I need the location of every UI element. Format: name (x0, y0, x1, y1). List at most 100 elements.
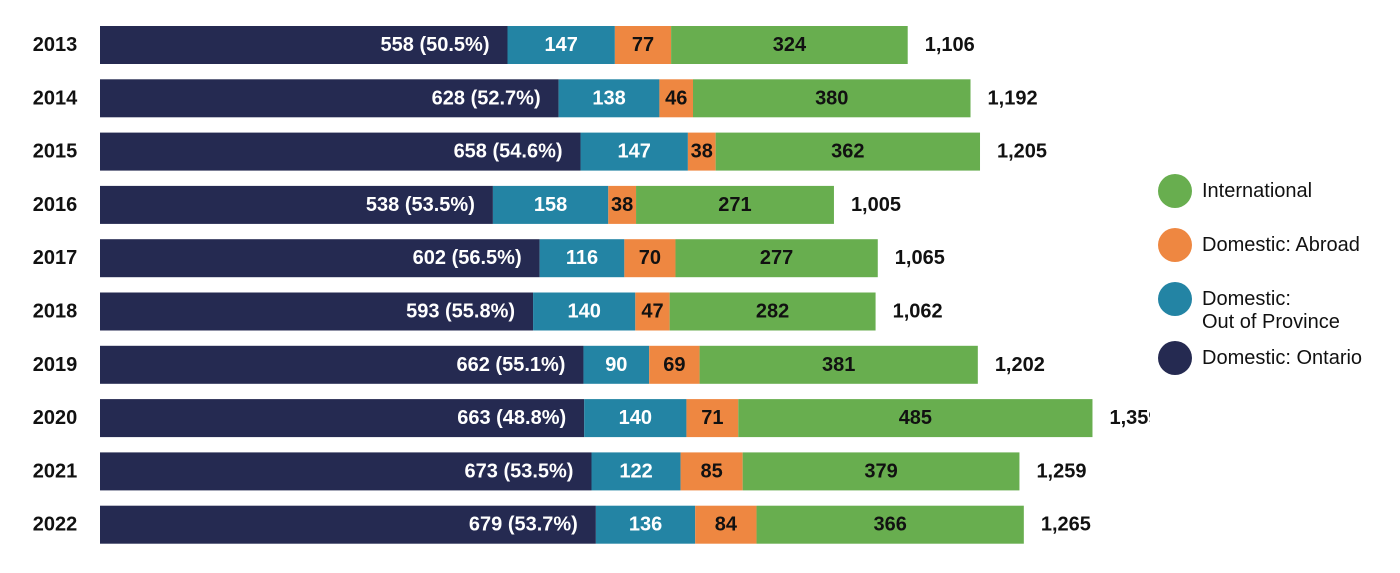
label-out-of-province-2014: 138 (592, 87, 625, 109)
year-label-2019: 2019 (33, 354, 78, 376)
year-label-2018: 2018 (33, 301, 78, 323)
legend-item-domestic-ontario: Domestic: Ontario (1158, 339, 1398, 393)
label-international-2014: 380 (815, 87, 848, 109)
bar-international-2021 (742, 452, 1020, 491)
total-label-2020: 1,359 (1109, 407, 1150, 429)
legend-label-line-1: Domestic: (1202, 288, 1291, 310)
bar-out-of-province-2018 (533, 292, 636, 331)
label-out-of-province-2020: 140 (619, 407, 652, 429)
label-abroad-2018: 47 (641, 301, 663, 323)
legend-item-domestic-out-of-province: Domestic: Out of Province (1158, 280, 1398, 339)
bar-out-of-province-2013 (507, 26, 615, 64)
year-label-2014: 2014 (33, 87, 78, 109)
year-label-2016: 2016 (33, 194, 78, 216)
year-label-2015: 2015 (33, 141, 78, 163)
total-label-2016: 1,005 (851, 194, 901, 216)
label-ontario-2015: 658 (54.6%) (454, 141, 563, 163)
total-label-2013: 1,106 (925, 34, 975, 56)
label-ontario-2021: 673 (53.5%) (465, 460, 574, 482)
label-international-2016: 271 (718, 194, 751, 216)
bar-ontario-2017 (100, 239, 540, 278)
legend-label-domestic-out-of-province: Domestic: Out of Province (1202, 288, 1340, 334)
label-international-2020: 485 (899, 407, 932, 429)
label-out-of-province-2019: 90 (605, 354, 627, 376)
bar-ontario-2018 (100, 292, 534, 331)
legend-label-domestic-ontario: Domestic: Ontario (1202, 347, 1363, 369)
label-international-2015: 362 (831, 141, 864, 163)
year-label-2022: 2022 (33, 514, 78, 536)
total-label-2021: 1,259 (1036, 460, 1086, 482)
legend-item-international: International (1158, 172, 1398, 226)
bar-out-of-province-2022 (595, 505, 696, 544)
stacked-bar-chart: 2013 558 (50.5%) 147 77 324 1,106 2014 628 (52.… (33, 26, 1150, 544)
bar-international-2016 (636, 185, 834, 224)
bar-abroad-2015 (687, 132, 716, 171)
bar-international-2020 (738, 399, 1093, 438)
label-abroad-2013: 77 (632, 34, 654, 56)
bar-abroad-2021 (680, 452, 743, 491)
bar-out-of-province-2015 (580, 132, 688, 171)
label-abroad-2021: 85 (701, 460, 723, 482)
legend-swatch-domestic-out-of-province (1158, 282, 1192, 316)
legend-label-international: International (1202, 180, 1313, 202)
label-international-2017: 277 (760, 247, 793, 269)
bar-ontario-2022 (100, 505, 596, 544)
bar-abroad-2022 (695, 505, 757, 544)
bar-out-of-province-2017 (539, 239, 625, 278)
label-abroad-2017: 70 (639, 247, 661, 269)
total-label-2017: 1,065 (895, 247, 945, 269)
label-ontario-2017: 602 (56.5%) (413, 247, 522, 269)
total-label-2018: 1,062 (893, 301, 943, 323)
label-out-of-province-2016: 158 (534, 194, 567, 216)
label-international-2019: 381 (822, 354, 855, 376)
year-label-2013: 2013 (33, 34, 78, 56)
legend-label-line-2: Out of Province (1202, 311, 1340, 333)
bar-ontario-2013 (100, 26, 508, 64)
label-abroad-2015: 38 (691, 141, 713, 163)
bar-abroad-2017 (624, 239, 676, 278)
legend-item-domestic-abroad: Domestic: Abroad (1158, 226, 1398, 280)
label-international-2013: 324 (773, 34, 807, 56)
year-label-2021: 2021 (33, 460, 78, 482)
bar-out-of-province-2016 (492, 185, 609, 224)
total-label-2015: 1,205 (997, 141, 1047, 163)
bar-abroad-2019 (649, 345, 700, 384)
label-international-2021: 379 (864, 460, 897, 482)
bar-abroad-2018 (635, 292, 670, 331)
label-abroad-2020: 71 (701, 407, 723, 429)
label-out-of-province-2013: 147 (544, 34, 577, 56)
bar-international-2014 (693, 79, 971, 118)
bar-ontario-2015 (100, 132, 581, 171)
bar-out-of-province-2019 (583, 345, 650, 384)
bar-out-of-province-2014 (558, 79, 660, 118)
bar-international-2019 (699, 345, 978, 384)
bar-international-2015 (715, 132, 981, 171)
bar-international-2022 (756, 505, 1024, 544)
legend-label-domestic-abroad: Domestic: Abroad (1202, 234, 1360, 256)
label-abroad-2016: 38 (611, 194, 633, 216)
bar-international-2018 (669, 292, 876, 331)
label-out-of-province-2017: 116 (566, 247, 598, 269)
label-international-2018: 282 (756, 301, 789, 323)
year-label-2017: 2017 (33, 247, 78, 269)
bar-ontario-2014 (100, 79, 559, 118)
legend-swatch-international (1158, 174, 1192, 208)
bar-out-of-province-2021 (591, 452, 681, 491)
label-ontario-2020: 663 (48.8%) (457, 407, 566, 429)
label-ontario-2013: 558 (50.5%) (381, 34, 490, 56)
bar-ontario-2016 (100, 185, 493, 224)
label-abroad-2022: 84 (715, 514, 738, 536)
bar-ontario-2020 (100, 399, 585, 438)
legend: International Domestic: Abroad Domestic:… (1158, 172, 1398, 393)
bar-out-of-province-2020 (584, 399, 687, 438)
bar-ontario-2021 (100, 452, 592, 491)
label-international-2022: 366 (873, 514, 906, 536)
bar-abroad-2020 (686, 399, 739, 438)
label-ontario-2019: 662 (55.1%) (456, 354, 565, 376)
bar-abroad-2014 (659, 79, 694, 118)
bar-international-2013 (671, 26, 908, 64)
label-ontario-2018: 593 (55.8%) (406, 301, 515, 323)
label-out-of-province-2021: 122 (619, 460, 652, 482)
bar-international-2017 (675, 239, 878, 278)
year-label-2020: 2020 (33, 407, 78, 429)
